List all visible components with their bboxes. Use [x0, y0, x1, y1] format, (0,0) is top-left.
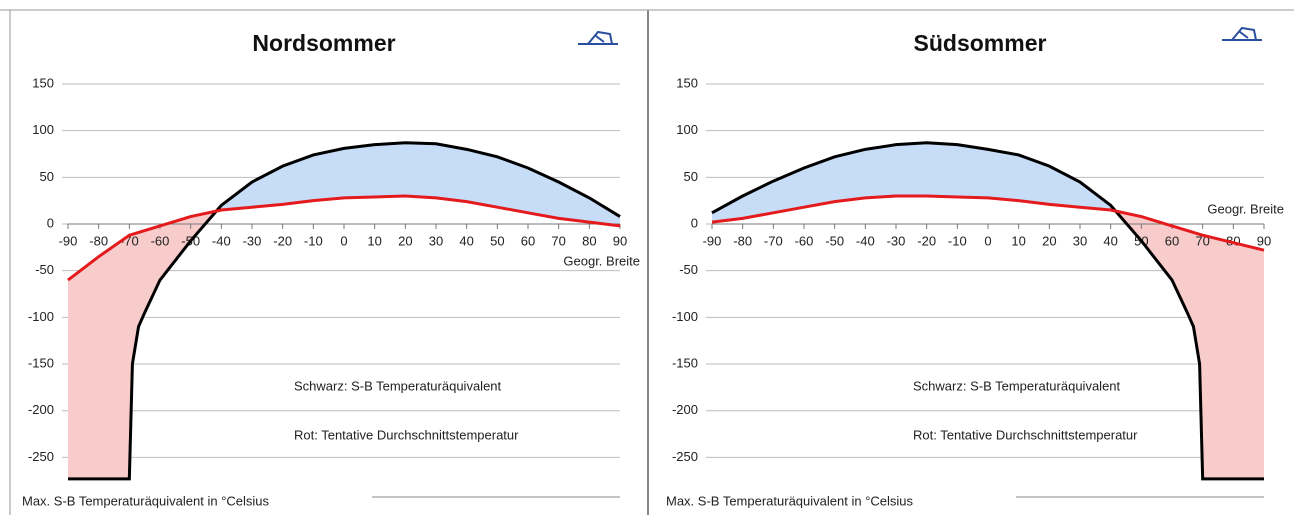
- y-tick-label: -50: [35, 262, 54, 277]
- y-tick-label: -150: [672, 355, 698, 370]
- x-tick-label: 30: [429, 233, 443, 248]
- annotation: Rot: Tentative Durchschnittstemperatur: [913, 427, 1138, 442]
- x-tick-label: 60: [1165, 233, 1179, 248]
- x-tick-label: 10: [367, 233, 381, 248]
- x-tick-label: 20: [398, 233, 412, 248]
- y-tick-label: 100: [32, 122, 54, 137]
- data-line: [711, 141, 1264, 481]
- x-tick-label: 80: [582, 233, 596, 248]
- x-tick-label: 30: [1073, 233, 1087, 248]
- y-tick-label: 100: [676, 122, 698, 137]
- chart-title: Nordsommer: [252, 30, 395, 56]
- x-tick-label: -40: [212, 233, 231, 248]
- x-tick-label: 40: [1103, 233, 1117, 248]
- y-axis-label: Max. S-B Temperaturäquivalent in °Celsiu…: [666, 493, 914, 508]
- area-fill: [68, 142, 620, 281]
- y-tick-label: 150: [32, 75, 54, 90]
- logo: [578, 30, 618, 45]
- y-tick-label: 50: [684, 169, 698, 184]
- x-tick-label: -60: [151, 233, 170, 248]
- x-tick-label: -60: [795, 233, 814, 248]
- x-tick-label: 50: [490, 233, 504, 248]
- y-tick-label: 0: [47, 215, 54, 230]
- x-axis-label: Geogr. Breite: [563, 253, 640, 268]
- x-tick-label: -10: [948, 233, 967, 248]
- x-tick-label: 70: [551, 233, 565, 248]
- x-tick-label: 60: [521, 233, 535, 248]
- y-tick-label: 50: [40, 169, 54, 184]
- x-tick-label: 10: [1011, 233, 1025, 248]
- data-line: [68, 141, 621, 481]
- x-tick-label: -10: [304, 233, 323, 248]
- x-tick-label: -50: [825, 233, 844, 248]
- x-tick-label: -90: [703, 233, 722, 248]
- x-tick-label: -70: [764, 233, 783, 248]
- x-tick-label: -80: [89, 233, 108, 248]
- x-tick-label: 20: [1042, 233, 1056, 248]
- y-tick-label: -200: [28, 402, 54, 417]
- y-tick-label: -100: [672, 309, 698, 324]
- area-fill: [712, 196, 1264, 479]
- logo: [1222, 26, 1262, 41]
- x-tick-label: 90: [1257, 233, 1271, 248]
- annotation: Rot: Tentative Durchschnittstemperatur: [294, 427, 519, 442]
- x-tick-label: -80: [733, 233, 752, 248]
- y-tick-label: -250: [672, 449, 698, 464]
- x-tick-label: -20: [273, 233, 292, 248]
- data-line: [67, 194, 621, 282]
- y-tick-label: 0: [691, 215, 698, 230]
- x-tick-label: -40: [856, 233, 875, 248]
- y-tick-label: -150: [28, 355, 54, 370]
- x-axis-label: Geogr. Breite: [1207, 201, 1284, 216]
- x-tick-label: -90: [59, 233, 78, 248]
- y-axis-label: Max. S-B Temperaturäquivalent in °Celsiu…: [22, 493, 270, 508]
- y-tick-label: -100: [28, 309, 54, 324]
- x-tick-label: 40: [459, 233, 473, 248]
- area-fill: [712, 142, 1264, 251]
- x-tick-label: 0: [984, 233, 991, 248]
- x-tick-label: 90: [613, 233, 627, 248]
- x-tick-label: -30: [243, 233, 262, 248]
- x-tick-label: -20: [917, 233, 936, 248]
- y-tick-label: -200: [672, 402, 698, 417]
- annotation: Schwarz: S-B Temperaturäquivalent: [913, 378, 1121, 393]
- data-line: [711, 194, 1265, 252]
- x-tick-label: 0: [340, 233, 347, 248]
- annotation: Schwarz: S-B Temperaturäquivalent: [294, 378, 502, 393]
- y-tick-label: -50: [679, 262, 698, 277]
- y-tick-label: 150: [676, 75, 698, 90]
- chart-title: Südsommer: [914, 30, 1047, 56]
- y-tick-label: -250: [28, 449, 54, 464]
- x-tick-label: -30: [887, 233, 906, 248]
- area-fill: [68, 196, 620, 479]
